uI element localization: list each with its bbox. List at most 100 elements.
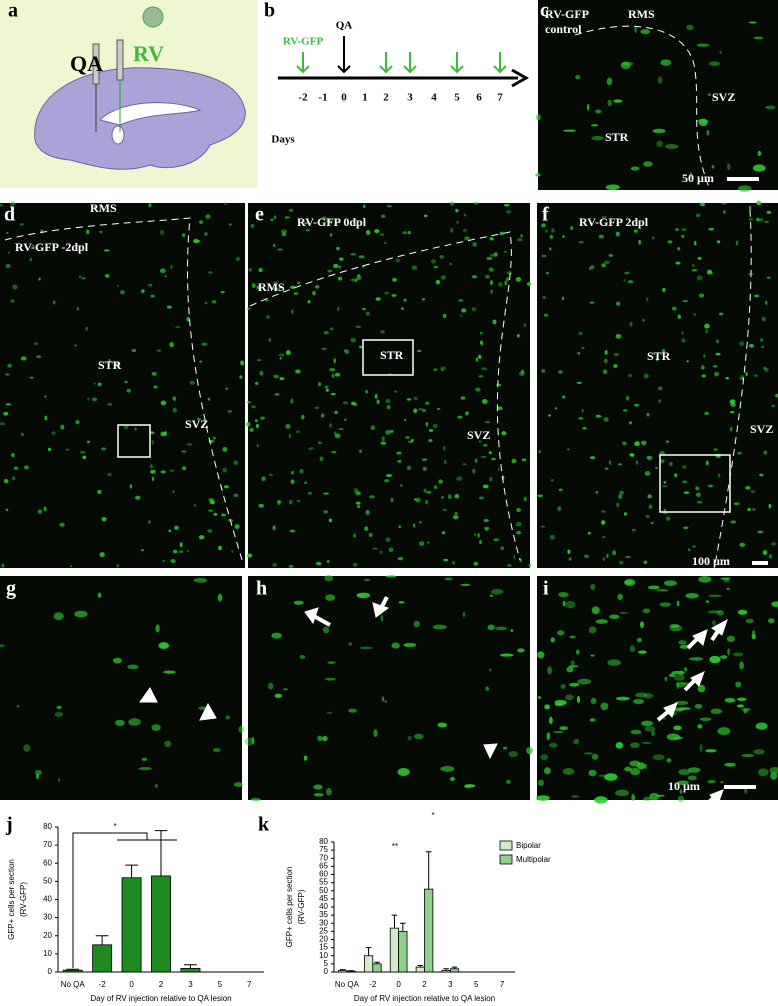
fluorescent-cell [288,208,294,213]
fluorescent-cell [11,452,15,458]
fluorescent-cell [537,696,541,699]
fluorescent-cell [554,407,558,410]
fluorescent-cell [182,466,187,471]
fluorescent-cell [541,369,546,373]
fluorescent-cell [379,550,383,554]
fluorescent-cell [391,294,397,297]
fluorescent-cell [462,612,466,617]
fluorescent-cell [79,275,82,278]
label: SVZ [467,428,490,442]
fluorescent-cell [5,263,11,269]
micrograph [0,203,245,568]
label: 100 µm [692,554,730,568]
fluorescent-cell [635,692,648,698]
fluorescent-cell [576,381,582,384]
panel-letter: f [542,204,549,226]
fluorescent-cell [220,291,225,294]
x-tick-label: -2 [369,980,377,989]
fluorescent-cell [695,213,701,218]
fluorescent-cell [370,425,376,431]
fluorescent-cell [279,357,282,360]
fluorescent-cell [604,773,618,781]
fluorescent-cell [666,733,680,741]
fluorescent-cell [391,642,400,649]
fluorescent-cell [148,283,153,287]
fluorescent-cell [97,489,102,494]
fluorescent-cell [344,418,347,422]
fluorescent-cell [389,430,394,433]
fluorescent-cell [747,507,751,512]
fluorescent-cell [615,789,629,796]
fluorescent-cell [472,242,477,247]
fluorescent-cell [716,339,719,343]
fluorescent-cell [444,459,447,465]
fluorescent-cell [513,554,516,560]
fluorescent-cell [590,654,595,657]
fluorescent-cell [3,479,9,484]
bar [151,875,171,973]
fluorescent-cell [362,307,366,311]
fluorescent-cell [511,458,517,464]
fluorescent-cell [208,509,213,512]
fluorescent-cell [251,405,256,409]
fluorescent-cell [414,733,424,740]
fluorescent-cell [422,408,427,413]
label: SVZ [712,90,735,104]
fluorescent-cell [699,202,706,207]
fluorescent-cell [107,403,113,406]
fluorescent-cell [623,512,628,516]
fluorescent-cell [342,401,349,405]
fluorescent-cell [178,550,184,553]
fluorescent-cell [285,423,291,429]
fluorescent-cell [261,476,266,482]
fluorescent-cell [5,508,9,512]
fluorescent-cell [667,240,673,244]
fluorescent-cell [268,473,273,477]
x-tick-label: 0 [129,980,134,989]
fluorescent-cell [768,503,772,509]
annotation: * [113,822,116,831]
fluorescent-cell [156,349,162,352]
fluorescent-cell [334,372,341,377]
fluorescent-cell [449,776,455,782]
fluorescent-cell [482,484,489,489]
fluorescent-cell [291,309,294,314]
fluorescent-cell [745,618,754,624]
fluorescent-cell [705,600,710,603]
y-tick-label: 20 [319,935,328,944]
fluorescent-cell [624,271,630,275]
fluorescent-cell [615,231,620,237]
legend-label: Multipolar [516,855,551,864]
fluorescent-cell [517,333,520,338]
fluorescent-cell [268,338,272,343]
fluorescent-cell [757,768,769,777]
y-axis-label: GFP+ cells per section [285,867,294,948]
fluorescent-cell [442,446,446,451]
day-label: -2 [298,92,308,104]
label: RV-GFP [283,36,324,48]
fluorescent-cell [480,340,483,345]
fluorescent-cell [629,321,633,327]
micrograph [537,576,778,800]
fluorescent-cell [752,164,766,172]
fluorescent-cell [725,376,729,380]
fluorescent-cell [607,99,612,107]
x-axis-label: Day of RV injection relative to QA lesio… [354,994,495,1003]
fluorescent-cell [477,533,480,538]
fluorescent-cell [307,491,313,495]
label: STR [380,348,404,362]
fluorescent-cell [557,506,562,512]
fluorescent-cell [483,443,488,447]
fluorescent-cell [684,667,688,672]
fluorescent-cell [386,205,392,208]
fluorescent-cell [682,300,689,303]
fluorescent-cell [669,462,673,466]
fluorescent-cell [489,594,494,597]
fluorescent-cell [535,113,541,121]
fluorescent-cell [355,491,361,496]
fluorescent-cell [37,509,43,514]
fluorescent-cell [258,268,263,273]
fluorescent-cell [473,201,479,205]
fluorescent-cell [108,358,111,363]
fluorescent-cell [406,465,411,471]
